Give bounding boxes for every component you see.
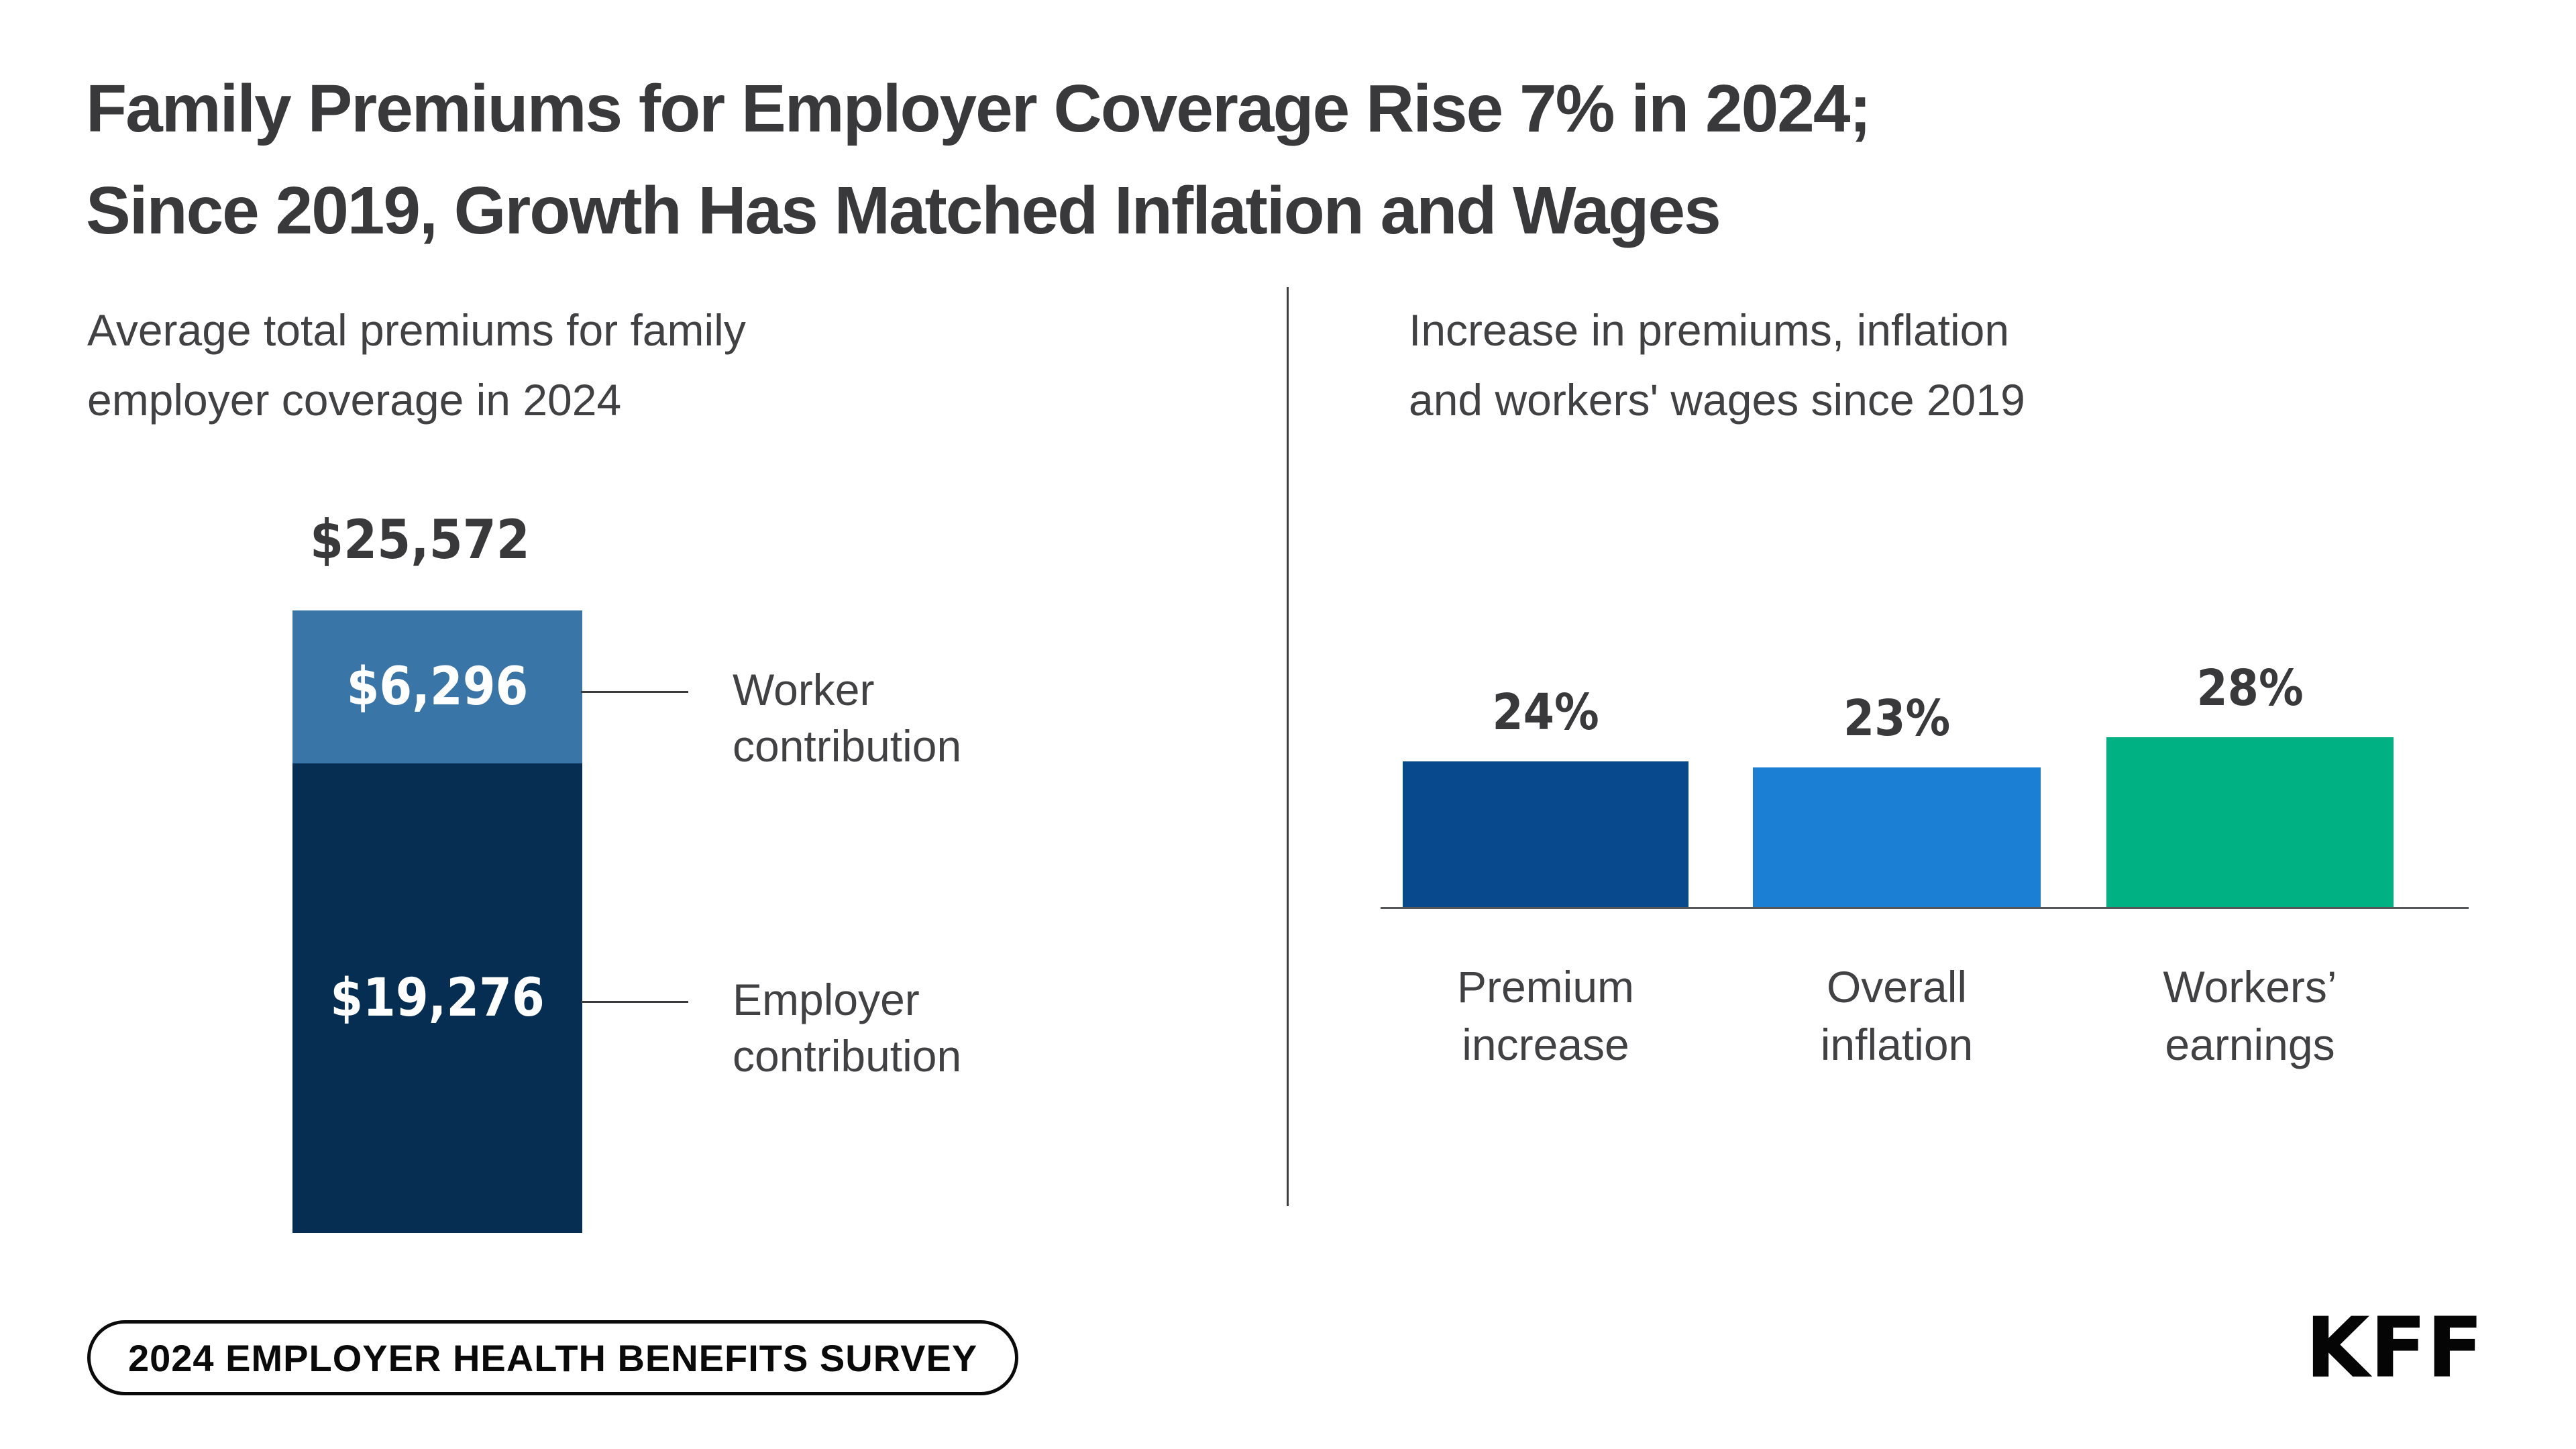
stacked-bar: $6,296 $19,276 — [292, 610, 582, 1233]
overall-inflation-label-line2: inflation — [1820, 1020, 1974, 1069]
worker-contribution-value: $6,296 — [346, 657, 529, 717]
worker-contribution-label-line2: contribution — [733, 721, 962, 771]
kff-logo: KFF — [2305, 1300, 2484, 1397]
worker-contribution-label-line1: Worker — [733, 665, 875, 714]
worker-contribution-label: Worker contribution — [733, 661, 961, 774]
workers-earnings-label-line1: Workers’ — [2163, 962, 2337, 1012]
employer-contribution-segment: $19,276 — [292, 763, 582, 1233]
workers-earnings-bar — [2106, 737, 2394, 907]
premium-increase-label-line1: Premium — [1456, 962, 1635, 1012]
overall-inflation-bar — [1753, 767, 2041, 907]
premium-increase-label: Premium increase — [1403, 958, 1688, 1073]
workers-earnings-value: 28% — [2196, 659, 2304, 717]
survey-badge: 2024 EMPLOYER HEALTH BENEFITS SURVEY — [87, 1320, 1019, 1395]
x-axis-baseline — [1381, 907, 2469, 909]
overall-inflation-label-line1: Overall — [1826, 962, 1968, 1012]
employer-contribution-label-line2: contribution — [733, 1031, 962, 1081]
survey-badge-label: 2024 EMPLOYER HEALTH BENEFITS SURVEY — [128, 1336, 978, 1379]
employer-contribution-label: Employer contribution — [733, 971, 961, 1084]
page-title: Family Premiums for Employer Coverage Ri… — [86, 58, 2514, 262]
page-title-line2: Since 2019, Growth Has Matched Inflation… — [86, 173, 1721, 248]
employer-contribution-value: $19,276 — [330, 968, 545, 1028]
bar-column-premium-increase: 24% — [1403, 684, 1688, 907]
employer-callout-line — [581, 1001, 688, 1003]
worker-contribution-segment: $6,296 — [292, 610, 582, 763]
premium-increase-bar — [1403, 761, 1688, 907]
right-chart-subtitle-line1: Increase in premiums, inflation — [1409, 305, 2010, 355]
right-chart-subtitle: Increase in premiums, inflation and work… — [1409, 295, 2516, 435]
left-chart-subtitle-line2: employer coverage in 2024 — [87, 375, 622, 425]
premium-increase-label-line2: increase — [1462, 1020, 1629, 1069]
total-premium-label: $25,572 — [310, 508, 530, 571]
employer-contribution-label-line1: Employer — [733, 975, 920, 1024]
bar-column-overall-inflation: 23% — [1753, 690, 2041, 907]
workers-earnings-label-line2: earnings — [2165, 1020, 2335, 1069]
panel-divider — [1287, 287, 1289, 1206]
premium-increase-value: 24% — [1492, 684, 1599, 741]
workers-earnings-label: Workers’ earnings — [2106, 958, 2394, 1073]
left-chart-subtitle: Average total premiums for family employ… — [87, 295, 1228, 435]
page-title-line1: Family Premiums for Employer Coverage Ri… — [86, 71, 1872, 146]
left-chart-subtitle-line1: Average total premiums for family — [87, 305, 746, 355]
bar-column-workers-earnings: 28% — [2106, 659, 2394, 907]
overall-inflation-label: Overall inflation — [1753, 958, 2041, 1073]
right-chart-subtitle-line2: and workers' wages since 2019 — [1409, 375, 2025, 425]
worker-callout-line — [581, 691, 688, 693]
overall-inflation-value: 23% — [1843, 690, 1951, 747]
